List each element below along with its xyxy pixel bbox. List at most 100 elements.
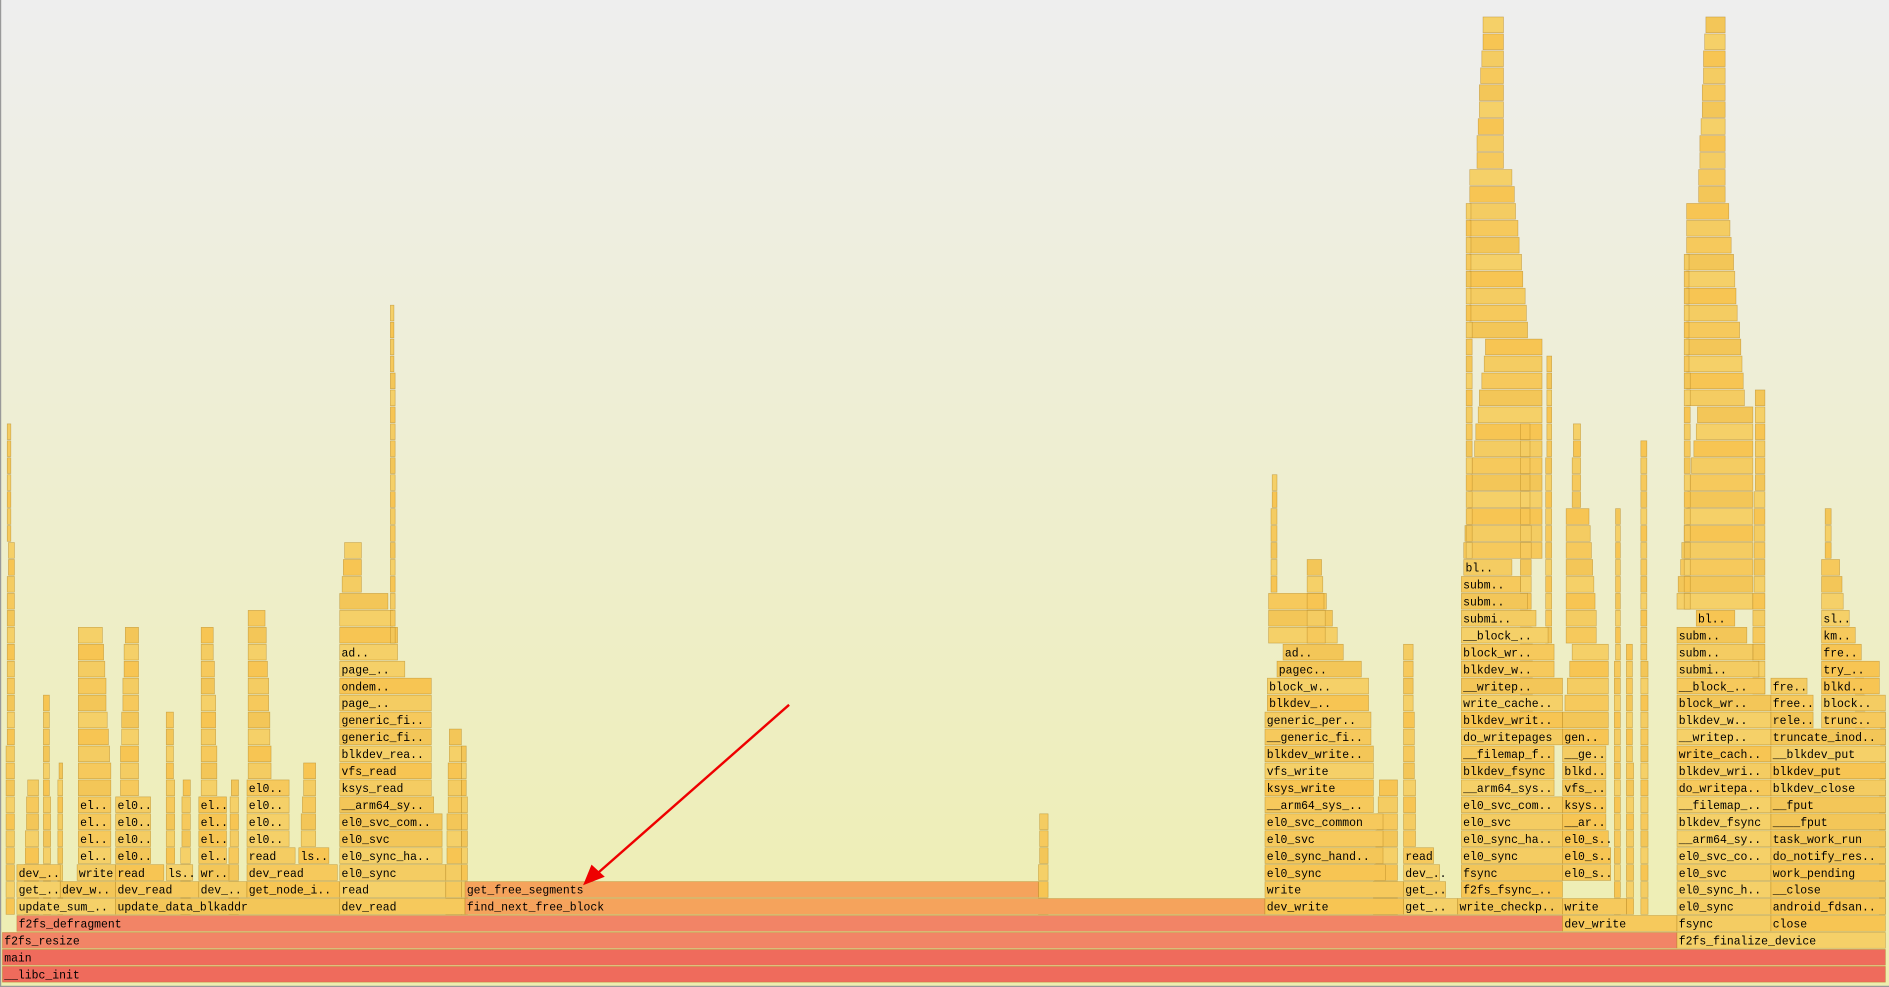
- frame: [1403, 762, 1415, 780]
- frame: [1640, 491, 1648, 508]
- frame: [1569, 660, 1609, 678]
- frame: [1686, 254, 1734, 271]
- frame: [445, 864, 462, 881]
- frame: [1469, 203, 1516, 220]
- frame: [1471, 457, 1543, 474]
- frame: [1520, 508, 1531, 525]
- frame-label: blkdev_put: [1773, 766, 1842, 779]
- frame-label: dev_w..: [62, 885, 110, 898]
- frame: [1683, 321, 1690, 339]
- frame: [247, 762, 272, 780]
- frame: [78, 694, 107, 712]
- frame: [1573, 423, 1581, 440]
- frame-label: write: [79, 868, 113, 881]
- frame: [447, 779, 462, 796]
- frame: [1686, 389, 1745, 407]
- frame-label: get_..: [1405, 885, 1446, 898]
- frame: [1615, 576, 1621, 593]
- frame-label: blkdev_write..: [1267, 749, 1363, 762]
- frame: [247, 643, 267, 661]
- frame: [1614, 677, 1621, 695]
- frame: [1770, 745, 1886, 763]
- frame: [1461, 627, 1549, 644]
- frame: [1545, 508, 1552, 525]
- frame-label: __filemap_f..: [1462, 749, 1552, 762]
- frame: [43, 762, 50, 780]
- frame: [1476, 135, 1504, 152]
- frame-label: el0_svc: [1463, 817, 1511, 830]
- frame: [1700, 118, 1726, 135]
- frame: [1264, 762, 1374, 780]
- frame-label: ksys_write: [1267, 783, 1336, 796]
- frame: [1686, 321, 1740, 339]
- frame-label: el..: [80, 834, 107, 847]
- frame: [1562, 728, 1609, 746]
- frame-label: truncate_inod..: [1773, 732, 1876, 745]
- frame: [6, 627, 15, 644]
- frame-label: f2fs_fsync_..: [1463, 885, 1552, 898]
- frame: [1461, 660, 1555, 678]
- frame: [78, 711, 108, 729]
- frame: [5, 779, 15, 796]
- frame: [6, 457, 12, 474]
- frame: [303, 762, 316, 780]
- frame: [1465, 457, 1473, 474]
- frame: [1520, 440, 1531, 457]
- frame: [247, 627, 267, 644]
- frame: [78, 796, 112, 813]
- frame: [5, 762, 15, 780]
- frame: [1615, 610, 1621, 627]
- frame-label: dev_read: [117, 885, 172, 898]
- frame-label: el0..: [249, 817, 283, 830]
- frame: [247, 610, 266, 627]
- frame-label: el0_s..: [1564, 851, 1612, 864]
- frame-label: __libc_init: [3, 969, 80, 982]
- frame: [1485, 338, 1543, 356]
- frame-label: blkdev_wri..: [1679, 766, 1761, 779]
- frame: [339, 847, 443, 864]
- frame: [6, 677, 15, 695]
- frame: [1571, 457, 1581, 474]
- frame: [390, 304, 395, 322]
- frame: [165, 779, 175, 796]
- frame: [1520, 491, 1531, 508]
- frame: [1683, 491, 1691, 508]
- frame: [1467, 508, 1543, 525]
- frame-label: el0_sync: [1267, 868, 1322, 881]
- frame: [8, 542, 15, 559]
- frame: [78, 745, 110, 763]
- frame: [1270, 525, 1278, 542]
- frame: [339, 643, 398, 661]
- frame: [1545, 559, 1552, 576]
- frame: [1306, 593, 1325, 610]
- frame: [5, 847, 15, 864]
- frame: [1821, 593, 1844, 610]
- frame-label: blkdev_..: [1269, 698, 1331, 711]
- frame: [339, 830, 443, 847]
- frame: [339, 694, 432, 712]
- frame: [1626, 847, 1634, 864]
- frame: [1465, 491, 1473, 508]
- frame: [1477, 406, 1543, 423]
- frame: [1461, 593, 1528, 610]
- frame: [1683, 355, 1690, 373]
- frame: [43, 796, 51, 813]
- frame-label: find_next_free_block: [467, 902, 604, 915]
- frame: [122, 694, 139, 712]
- frame: [1377, 796, 1398, 813]
- frame: [16, 864, 61, 881]
- frame: [1546, 406, 1552, 423]
- frame: [1824, 525, 1832, 542]
- frame: [1676, 677, 1766, 695]
- frame: [1754, 474, 1766, 491]
- frame: [27, 779, 39, 796]
- frame: [1683, 304, 1690, 322]
- frame: [339, 627, 398, 644]
- frame: [200, 677, 215, 695]
- frame: [1562, 813, 1607, 830]
- frame: [165, 762, 174, 780]
- frame-label: read: [117, 868, 144, 881]
- frame: [198, 847, 227, 864]
- frame: [1821, 677, 1880, 695]
